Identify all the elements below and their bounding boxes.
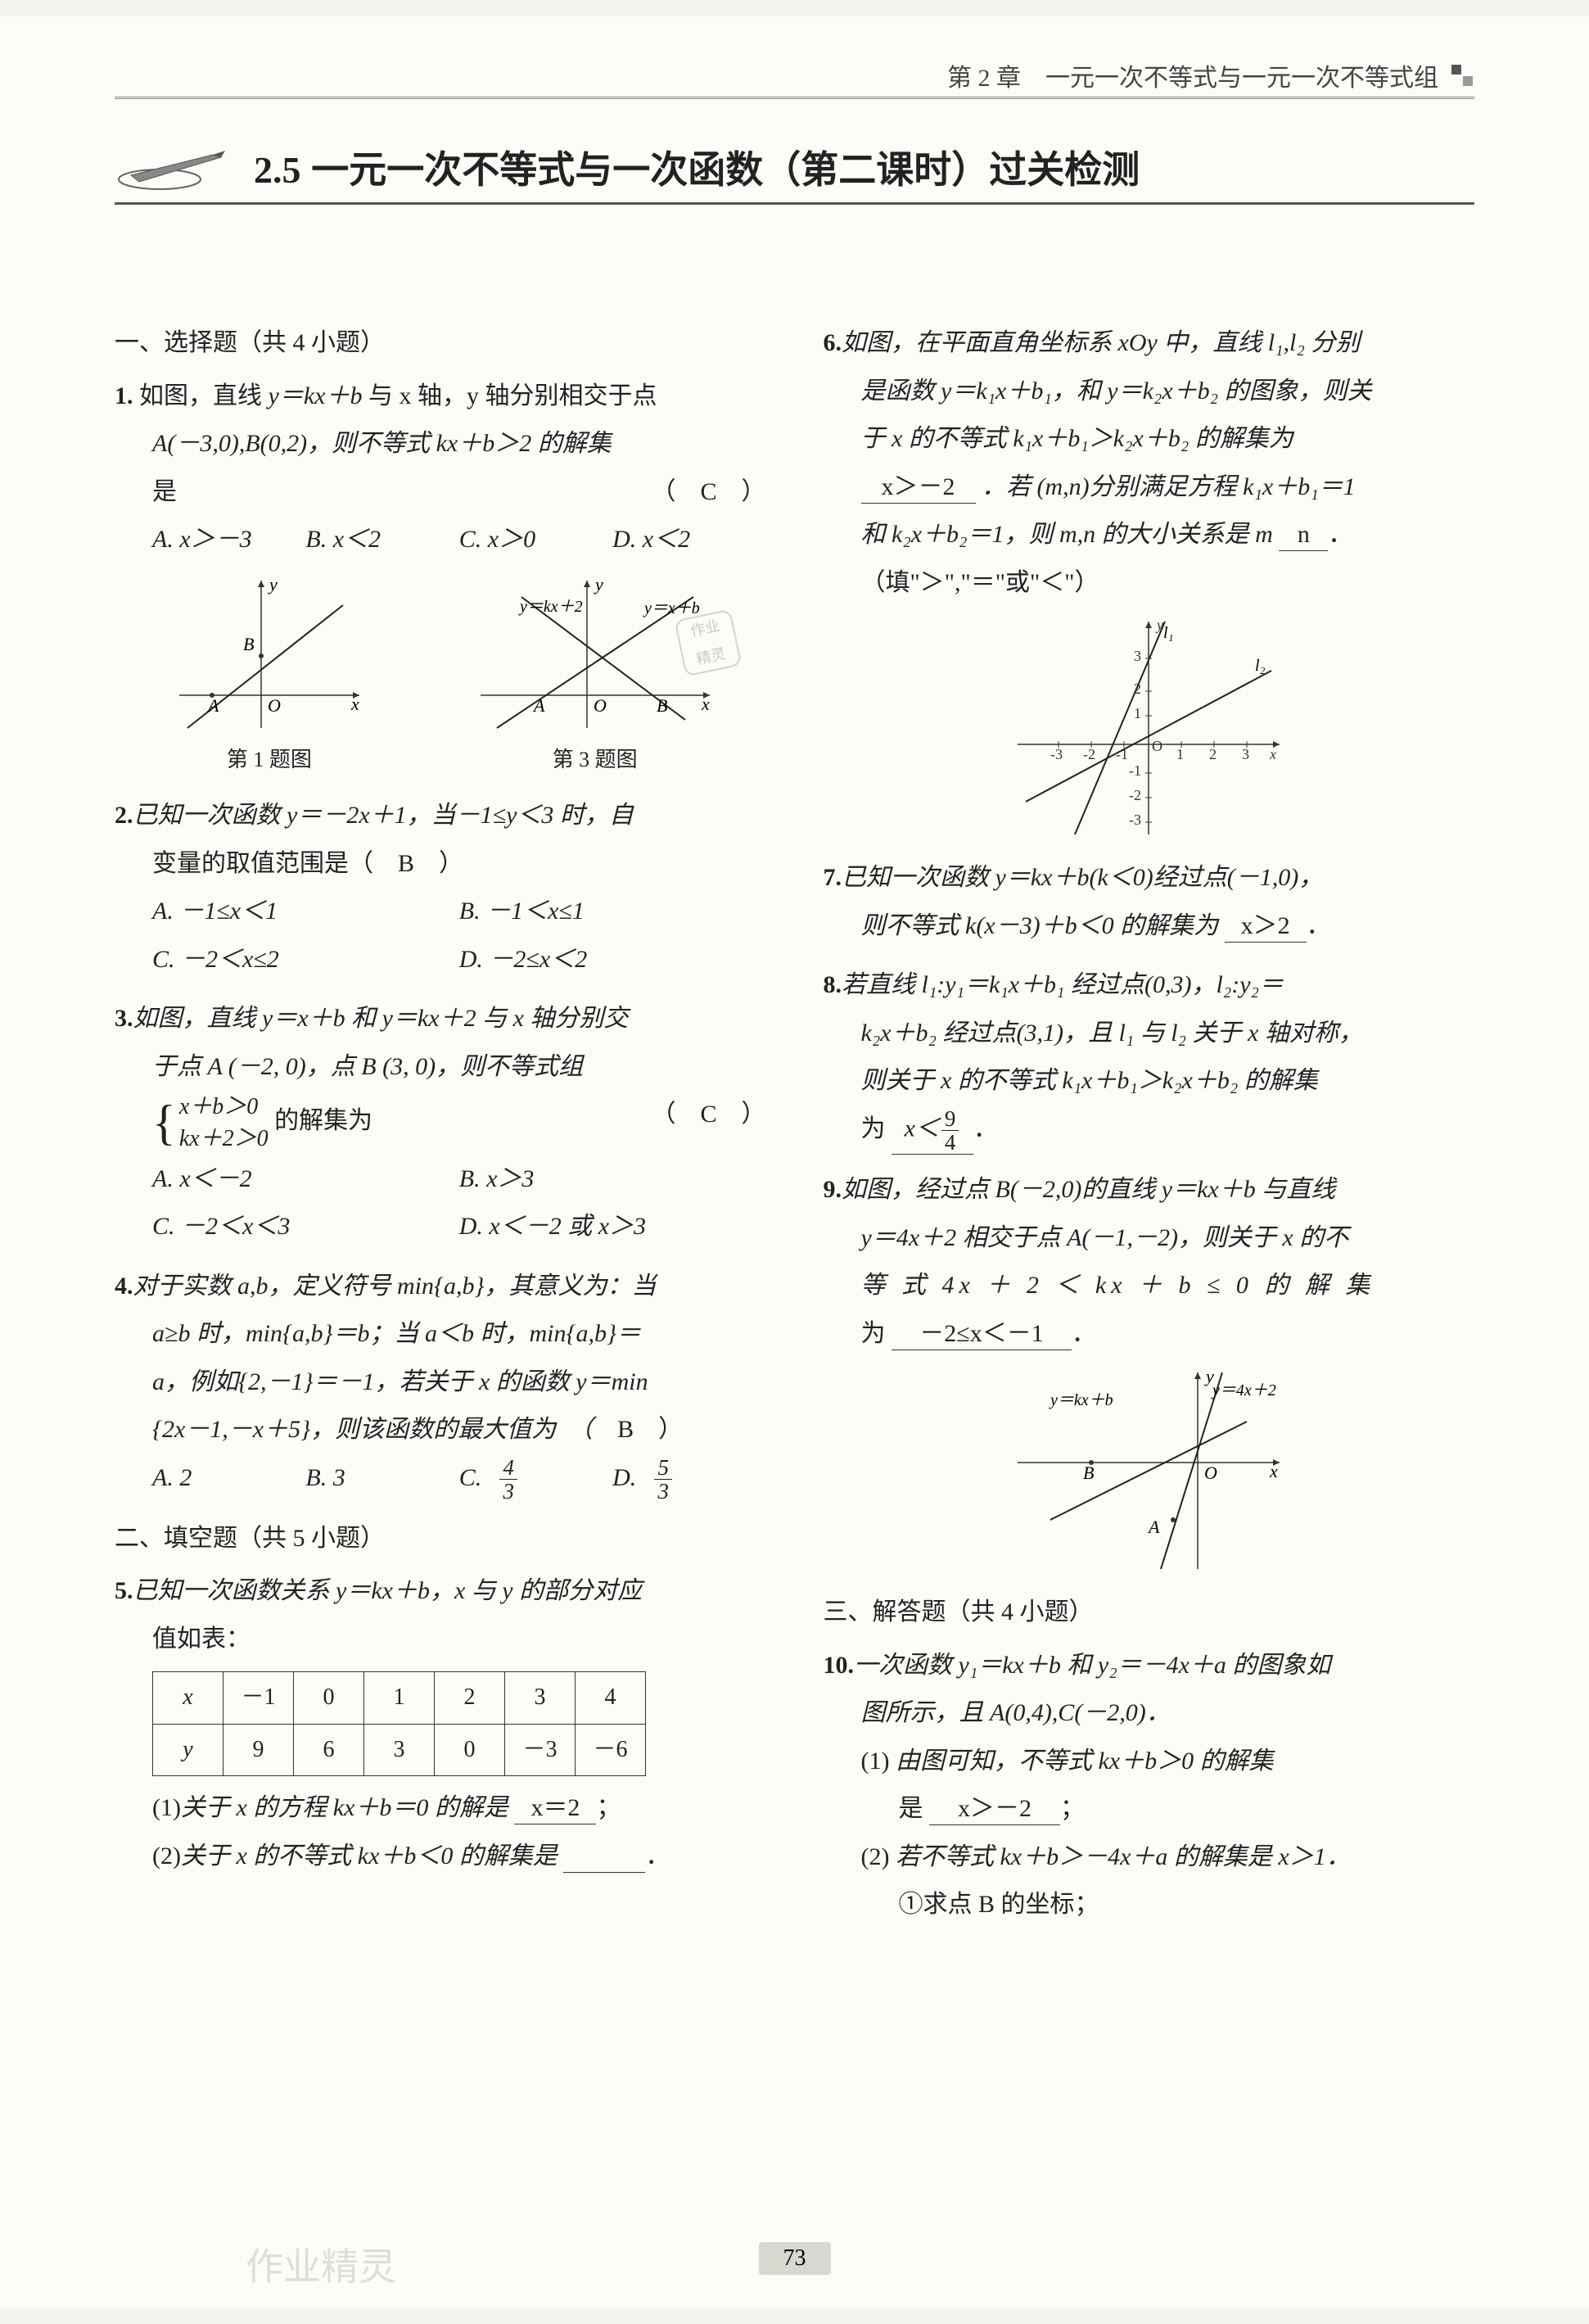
svg-text:x: x [1269, 1461, 1278, 1481]
q1-optA: A. x＞－3 [152, 516, 305, 564]
q5-table: x －1 0 1 2 3 4 y 9 6 3 0 －3 [152, 1671, 646, 1776]
svg-text:3: 3 [1134, 648, 1141, 664]
running-header: 第 2 章 一元一次不等式与一元一次不等式组 [115, 57, 1474, 99]
q3-figure: A O B x y y＝kx＋2 y＝x＋b 第 3 题图 [472, 572, 718, 781]
svg-text:A: A [1147, 1517, 1160, 1537]
svg-text:l₁: l₁ [1163, 624, 1174, 642]
problem-7: 7.已知一次函数 y＝kx＋b(k＜0)经过点(－1,0)， 则不等式 k(x－… [824, 854, 1475, 950]
svg-text:O: O [268, 695, 281, 716]
svg-text:A: A [532, 695, 545, 716]
svg-text:y＝kx＋b: y＝kx＋b [1049, 1391, 1113, 1409]
chapter-label: 第 2 章 一元一次不等式与一元一次不等式组 [947, 57, 1438, 93]
q1-num: 1. [115, 382, 133, 409]
q1-optD: D. x＜2 [612, 516, 765, 564]
page-footer: 73 [0, 2242, 1589, 2275]
right-column: 6.如图，在平面直角坐标系 xOy 中，直线 l₁,l₂ 分别 是函数 y＝k₁… [824, 319, 1475, 1941]
left-column: 一、选择题（共 4 小题） 1. 如图，直线 y＝kx＋b 与 x 轴，y 轴分… [115, 319, 766, 1941]
svg-text:1: 1 [1176, 746, 1184, 762]
q1-optC: C. x＞0 [459, 516, 612, 564]
q2-answer: B [398, 850, 414, 877]
pen-icon [115, 142, 237, 192]
svg-text:y: y [268, 574, 278, 595]
svg-text:-1: -1 [1129, 762, 1141, 779]
svg-text:y: y [1155, 617, 1163, 633]
page: 第 2 章 一元一次不等式与一元一次不等式组 2.5 一元一次不等式与一次函数（… [0, 16, 1589, 2308]
q10-1-answer: x＞－2 [929, 1793, 1060, 1825]
svg-text:2: 2 [1209, 746, 1217, 762]
q1-optB: B. x＜2 [305, 516, 458, 564]
problem-3: 3.如图，直线 y＝x＋b 和 y＝kx＋2 与 x 轴分别交 于点 A (－2… [115, 995, 766, 1250]
svg-text:O: O [594, 695, 607, 716]
svg-text:-2: -2 [1129, 787, 1141, 803]
q5-2-answer [563, 1840, 645, 1873]
q1-answer: C [700, 478, 716, 505]
svg-text:l₂: l₂ [1255, 657, 1266, 675]
svg-text:B: B [1083, 1463, 1094, 1483]
header-ornament-icon [1450, 63, 1474, 88]
svg-text:y: y [594, 574, 603, 595]
part3-heading: 三、解答题（共 4 小题） [824, 1589, 1475, 1637]
problem-2: 2.已知一次函数 y＝－2x＋1，当－1≤y＜3 时，自 变量的取值范围是（ B… [115, 792, 766, 983]
svg-text:-3: -3 [1129, 812, 1141, 828]
svg-text:3: 3 [1242, 746, 1249, 762]
content-columns: 一、选择题（共 4 小题） 1. 如图，直线 y＝kx＋b 与 x 轴，y 轴分… [115, 319, 1474, 1941]
svg-text:y＝x＋b: y＝x＋b [643, 599, 700, 617]
q6-answer2: n [1279, 518, 1328, 551]
svg-text:y＝4x＋2: y＝4x＋2 [1211, 1381, 1276, 1399]
q5-1-answer: x＝2 [514, 1792, 596, 1824]
q8-answer: x＜94 [892, 1107, 973, 1155]
title-text: 2.5 一元一次不等式与一次函数（第二课时）过关检测 [254, 140, 1140, 194]
q6-answer1: x＞－2 [861, 471, 976, 504]
q3-answer: C [700, 1101, 716, 1128]
problem-1: 1. 如图，直线 y＝kx＋b 与 x 轴，y 轴分别相交于点 A(－3,0),… [115, 373, 766, 781]
svg-text:x: x [1269, 746, 1276, 762]
svg-text:A: A [206, 695, 219, 716]
q7-answer: x＞2 [1225, 910, 1307, 943]
page-number: 73 [759, 2242, 831, 2275]
problem-6: 6.如图，在平面直角坐标系 xOy 中，直线 l₁,l₂ 分别 是函数 y＝k₁… [824, 319, 1475, 843]
q9-figure: O x y B A y＝kx＋b y＝4x＋2 [824, 1364, 1475, 1577]
q6-figure: -3-2-1 123 321 -1-2-3 x y O l₁ l₂ [824, 613, 1475, 843]
part2-heading: 二、填空题（共 5 小题） [115, 1515, 766, 1563]
svg-text:x: x [701, 694, 710, 714]
svg-text:B: B [243, 634, 254, 654]
q9-answer: －2≤x＜－1 [892, 1318, 1072, 1350]
problem-4: 4.对于实数 a,b，定义符号 min{a,b}，其意义为：当 a≥b 时，mi… [115, 1263, 766, 1503]
svg-text:x: x [350, 694, 359, 714]
svg-text:O: O [1204, 1463, 1217, 1483]
svg-text:-3: -3 [1050, 746, 1063, 762]
svg-text:y＝kx＋2: y＝kx＋2 [518, 598, 583, 616]
part1-heading: 一、选择题（共 4 小题） [115, 319, 766, 368]
q1-figure: A O B x y 第 1 题图 [163, 572, 376, 781]
q4-answer: B [617, 1416, 634, 1443]
problem-5: 5.已知一次函数关系 y＝kx＋b，x 与 y 的部分对应 值如表： x －1 … [115, 1567, 766, 1880]
svg-text:O: O [1152, 738, 1162, 754]
svg-text:1: 1 [1134, 705, 1141, 721]
problem-10: 10.一次函数 y₁＝kx＋b 和 y₂＝－4x＋a 的图象如 图所示，且 A(… [824, 1642, 1475, 1929]
problem-9: 9.如图，经过点 B(－2,0)的直线 y＝kx＋b 与直线 y＝4x＋2 相交… [824, 1166, 1475, 1577]
svg-text:B: B [657, 695, 667, 716]
svg-text:-2: -2 [1083, 746, 1095, 762]
section-title: 2.5 一元一次不等式与一次函数（第二课时）过关检测 [115, 140, 1474, 205]
problem-8: 8.若直线 l₁:y₁＝k₁x＋b₁ 经过点(0,3)，l₂:y₂＝ k₂x＋b… [824, 961, 1475, 1155]
